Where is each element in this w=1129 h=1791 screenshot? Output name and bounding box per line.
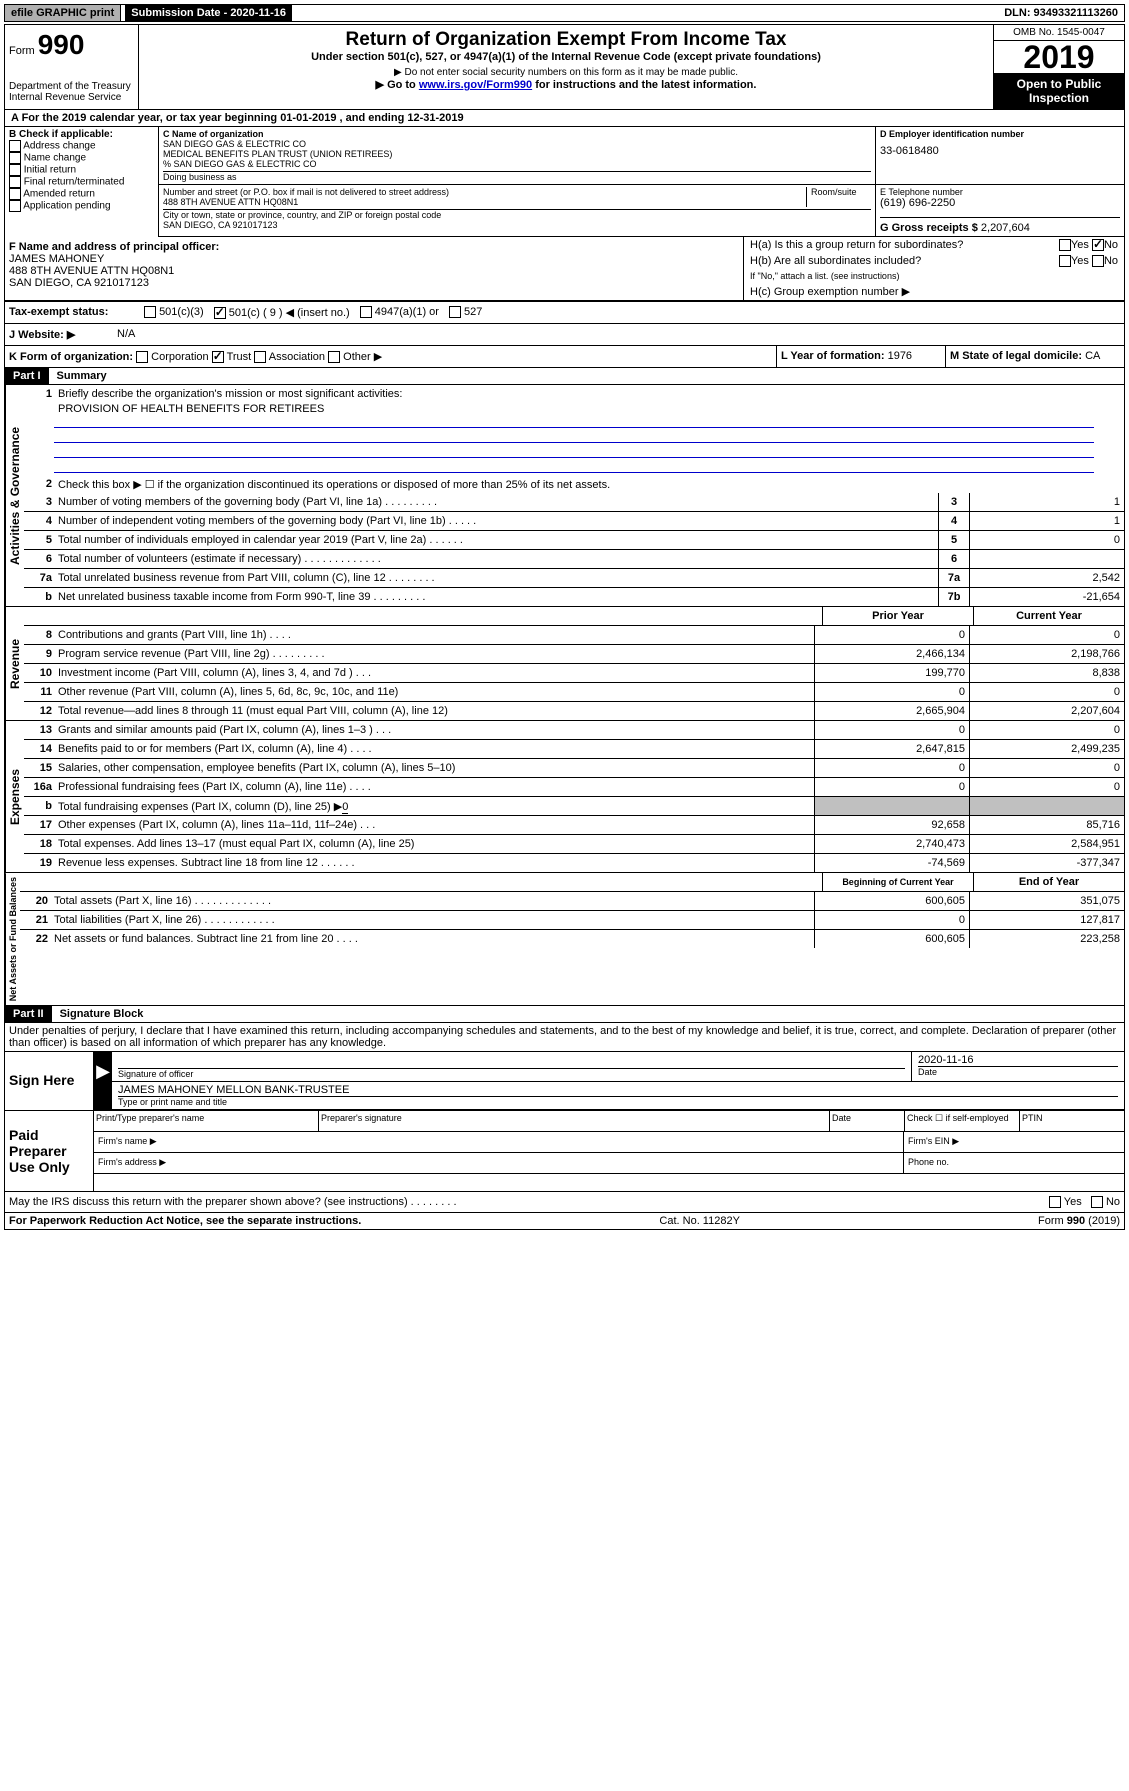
dba-label: Doing business as (163, 171, 871, 182)
form-container: Form 990 Department of the TreasuryInter… (4, 24, 1125, 1230)
revenue-section: Revenue Prior YearCurrent Year 8Contribu… (5, 607, 1124, 721)
officer-addr2: SAN DIEGO, CA 921017123 (9, 277, 739, 289)
section-hc: H(c) Group exemption number ▶ (744, 283, 1124, 300)
discuss-row: May the IRS discuss this return with the… (5, 1192, 1124, 1213)
section-b: B Check if applicable: Address change Na… (5, 127, 159, 237)
officer-name: JAMES MAHONEY (9, 253, 739, 265)
section-a: A For the 2019 calendar year, or tax yea… (5, 110, 1124, 127)
check-amended[interactable]: Amended return (9, 188, 154, 200)
note-link: ▶ Go to www.irs.gov/Form990 for instruct… (143, 78, 989, 91)
org-name-label: C Name of organization (163, 129, 871, 139)
top-bar: efile GRAPHIC print Submission Date - 20… (4, 4, 1125, 22)
city-label: City or town, state or province, country… (163, 210, 871, 220)
check-initial[interactable]: Initial return (9, 164, 154, 176)
inspection-label: Open to Public Inspection (994, 73, 1124, 109)
section-j: J Website: ▶ N/A (5, 324, 1124, 346)
part-2-header: Part II Signature Block (5, 1006, 1124, 1023)
footer: For Paperwork Reduction Act Notice, see … (5, 1213, 1124, 1229)
expenses-section: Expenses 13Grants and similar amounts pa… (5, 721, 1124, 873)
ein-label: D Employer identification number (880, 129, 1120, 139)
arrow-icon: ▶ (94, 1052, 112, 1110)
ein-value: 33-0618480 (880, 145, 1120, 157)
section-i: Tax-exempt status: 501(c)(3) 501(c) ( 9 … (5, 301, 1124, 324)
check-final[interactable]: Final return/terminated (9, 176, 154, 188)
part-1-header: Part I Summary (5, 368, 1124, 385)
section-klm: K Form of organization: Corporation Trus… (5, 346, 1124, 368)
org-name-3: % SAN DIEGO GAS & ELECTRIC CO (163, 159, 871, 169)
section-bcdefg: B Check if applicable: Address change Na… (5, 127, 1124, 237)
phone-label: E Telephone number (880, 187, 1120, 197)
activities-section: Activities & Governance 1 Briefly descri… (5, 385, 1124, 607)
officer-label: F Name and address of principal officer: (9, 241, 739, 253)
section-hb: H(b) Are all subordinates included? Yes … (744, 253, 1124, 269)
street-label: Number and street (or P.O. box if mail i… (163, 187, 806, 197)
form-title: Return of Organization Exempt From Incom… (143, 29, 989, 51)
perjury-text: Under penalties of perjury, I declare th… (5, 1023, 1124, 1052)
gross-value: 2,207,604 (981, 222, 1030, 234)
dept-treasury: Department of the TreasuryInternal Reven… (9, 81, 134, 103)
check-name[interactable]: Name change (9, 152, 154, 164)
phone-value: (619) 696-2250 (880, 197, 1120, 209)
section-fh: F Name and address of principal officer:… (5, 237, 1124, 301)
form-header: Form 990 Department of the TreasuryInter… (5, 25, 1124, 110)
check-address[interactable]: Address change (9, 140, 154, 152)
street-value: 488 8TH AVENUE ATTN HQ08N1 (163, 197, 806, 207)
form-subtitle: Under section 501(c), 527, or 4947(a)(1)… (143, 51, 989, 63)
check-pending[interactable]: Application pending (9, 200, 154, 212)
paid-preparer-section: Paid Preparer Use Only Print/Type prepar… (5, 1111, 1124, 1192)
org-name-2: MEDICAL BENEFITS PLAN TRUST (UNION RETIR… (163, 149, 871, 159)
irs-link[interactable]: www.irs.gov/Form990 (419, 79, 532, 91)
org-name-1: SAN DIEGO GAS & ELECTRIC CO (163, 139, 871, 149)
gross-label: G Gross receipts $ (880, 222, 978, 234)
section-hb-note: If "No," attach a list. (see instruction… (744, 269, 1124, 283)
officer-addr1: 488 8TH AVENUE ATTN HQ08N1 (9, 265, 739, 277)
efile-button[interactable]: efile GRAPHIC print (5, 5, 121, 21)
netassets-section: Net Assets or Fund Balances Beginning of… (5, 873, 1124, 1006)
city-value: SAN DIEGO, CA 921017123 (163, 220, 871, 230)
dln: DLN: 93493321113260 (998, 5, 1124, 21)
tax-year: 2019 (994, 41, 1124, 73)
sign-here-section: Sign Here ▶ Signature of officer 2020-11… (5, 1052, 1124, 1111)
section-ha: H(a) Is this a group return for subordin… (744, 237, 1124, 253)
form-number: 990 (38, 29, 85, 60)
submission-date: Submission Date - 2020-11-16 (125, 5, 292, 21)
room-label: Room/suite (806, 187, 871, 207)
mission-text: PROVISION OF HEALTH BENEFITS FOR RETIREE… (24, 403, 1124, 415)
form-label: Form (9, 45, 35, 57)
note-ssn: ▶ Do not enter social security numbers o… (143, 67, 989, 78)
